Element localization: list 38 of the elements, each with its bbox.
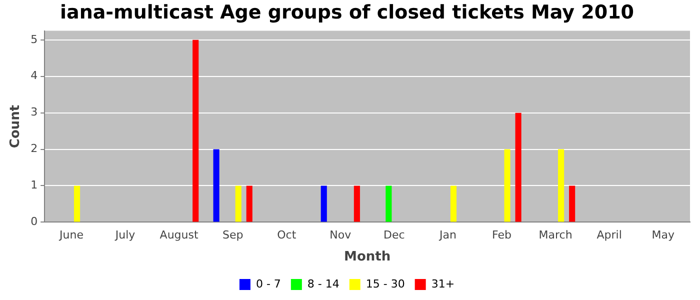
x-tick-label: Oct (277, 228, 297, 242)
y-axis-title: Count (8, 104, 24, 148)
bar (450, 186, 457, 222)
y-tick-label: 0 (30, 215, 38, 228)
x-tick-label: Dec (384, 228, 405, 242)
bar (504, 149, 510, 222)
legend-label: 31+ (431, 277, 455, 290)
x-tick-label: Sep (222, 228, 244, 242)
bar (320, 186, 327, 222)
bar (213, 149, 220, 222)
y-tick-label: 5 (30, 32, 38, 46)
x-tick-label: July (114, 228, 136, 242)
bar (246, 186, 252, 222)
bar (386, 186, 392, 222)
legend-label: 8 - 14 (307, 277, 340, 290)
legend-label: 0 - 7 (256, 277, 281, 290)
x-tick-label: August (160, 228, 199, 242)
x-tick-label: March (538, 228, 572, 242)
bar (569, 186, 576, 222)
x-tick-label: Nov (330, 228, 352, 242)
bar (235, 186, 242, 222)
x-tick-label: Jan (438, 228, 456, 242)
x-tick-label: May (652, 228, 675, 242)
bar (192, 40, 199, 222)
bar (74, 186, 80, 222)
chart-title: iana-multicast Age groups of closed tickets May 2010 (60, 1, 634, 24)
x-axis-title: Month (344, 250, 391, 265)
y-tick-label: 1 (30, 178, 38, 192)
x-tick-label: June (58, 228, 84, 242)
y-tick-label: 4 (30, 69, 38, 82)
legend-label: 15 - 30 (366, 277, 405, 290)
x-tick-label: April (596, 228, 622, 242)
x-tick-label: Feb (492, 228, 512, 242)
bar (354, 186, 360, 222)
y-tick-label: 2 (30, 142, 38, 156)
bar (515, 112, 522, 222)
y-tick-label: 3 (30, 106, 38, 119)
bar (558, 149, 564, 222)
